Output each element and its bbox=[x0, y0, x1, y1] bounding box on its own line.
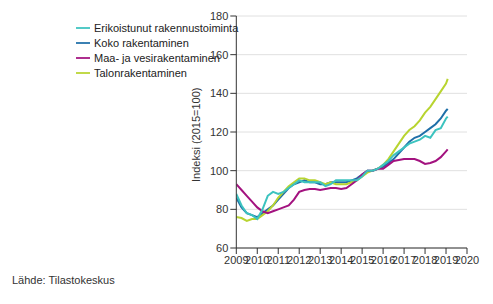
svg-text:140: 140 bbox=[210, 87, 228, 99]
svg-text:120: 120 bbox=[210, 126, 228, 138]
svg-text:Indeksi (2015=100): Indeksi (2015=100) bbox=[190, 88, 202, 182]
svg-text:180: 180 bbox=[210, 10, 228, 22]
svg-text:60: 60 bbox=[216, 242, 228, 254]
svg-text:2020: 2020 bbox=[455, 254, 479, 266]
svg-text:80: 80 bbox=[216, 203, 228, 215]
svg-text:160: 160 bbox=[210, 49, 228, 61]
svg-text:100: 100 bbox=[210, 165, 228, 177]
